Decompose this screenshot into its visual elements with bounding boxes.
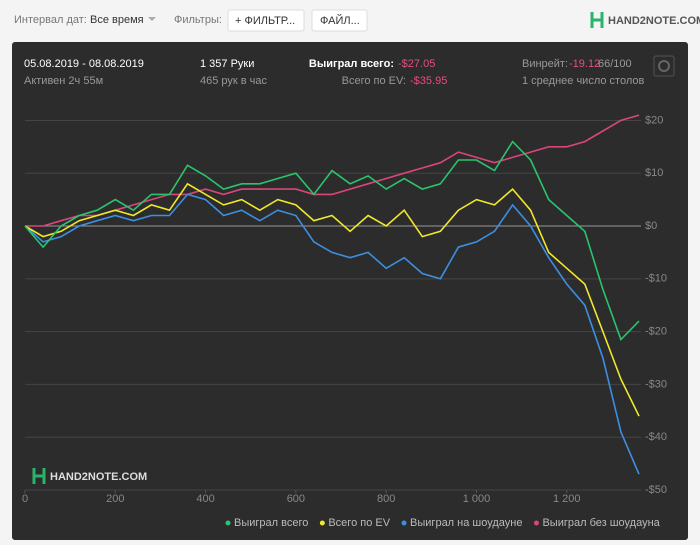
y-tick-label: -$10 <box>645 273 667 285</box>
settings-button[interactable] <box>653 55 675 77</box>
legend-marker <box>225 520 231 526</box>
period: 05.08.2019 - 08.08.2019 <box>24 58 144 70</box>
y-tick-label: -$40 <box>645 431 667 443</box>
date-select[interactable]: Все время <box>90 14 144 26</box>
dropdown-arrow <box>148 17 156 21</box>
watermark: HAND2NOTE.COM <box>50 471 147 483</box>
active-time: Активен 2ч 55м <box>24 75 103 87</box>
watermark-icon <box>32 468 46 484</box>
y-tick-label: $20 <box>645 114 663 126</box>
won-label: Выиграл всего: <box>309 58 394 70</box>
y-tick-label: $0 <box>645 220 657 232</box>
y-tick-label: -$50 <box>645 484 667 496</box>
series-line <box>24 193 640 475</box>
logo-icon <box>590 12 604 28</box>
legend-marker <box>533 520 539 526</box>
series-line <box>24 182 640 417</box>
winrate-sample: 66/100 <box>598 58 632 70</box>
file-button-label: ФАЙЛ... <box>320 14 360 27</box>
legend-marker <box>319 520 325 526</box>
hands-per-hour: 465 рук в час <box>200 75 268 87</box>
tables: 1 среднее число столов <box>522 75 644 87</box>
legend-label: Выиграл без шоудауна <box>542 517 660 529</box>
file-button[interactable] <box>311 9 368 32</box>
panel <box>12 42 688 540</box>
x-tick-label: 400 <box>196 493 214 505</box>
x-tick-label: 600 <box>287 493 305 505</box>
x-tick-label: 0 <box>22 493 28 505</box>
logo: HAND2NOTE.COM <box>608 15 700 27</box>
won-value: -$27.05 <box>398 58 435 70</box>
winrate-value: -19.12 <box>569 58 600 70</box>
date-label: Интервал дат: <box>14 14 87 26</box>
winrate-label: Винрейт: <box>522 58 568 70</box>
settings-icon <box>658 60 670 72</box>
filter-button-label: + ФИЛЬТР... <box>235 15 295 27</box>
legend-label: Выиграл всего <box>234 517 308 529</box>
series-line <box>24 140 640 341</box>
filters-label: Фильтры: <box>174 14 222 26</box>
legend-marker <box>401 520 407 526</box>
legend-label: Выиграл на шоудауне <box>410 517 522 529</box>
hands: 1 357 Руки <box>200 58 254 70</box>
filter-button[interactable] <box>227 9 305 32</box>
y-tick-label: -$30 <box>645 378 667 390</box>
y-tick-label: $10 <box>645 167 663 179</box>
y-tick-label: -$20 <box>645 326 667 338</box>
x-tick-label: 1 000 <box>463 493 491 505</box>
legend-label: Всего по EV <box>328 517 390 529</box>
x-tick-label: 1 200 <box>553 493 581 505</box>
ev-value: -$35.95 <box>410 75 447 87</box>
ev-label: Всего по EV: <box>342 75 406 87</box>
x-tick-label: 800 <box>377 493 395 505</box>
x-tick-label: 200 <box>106 493 124 505</box>
